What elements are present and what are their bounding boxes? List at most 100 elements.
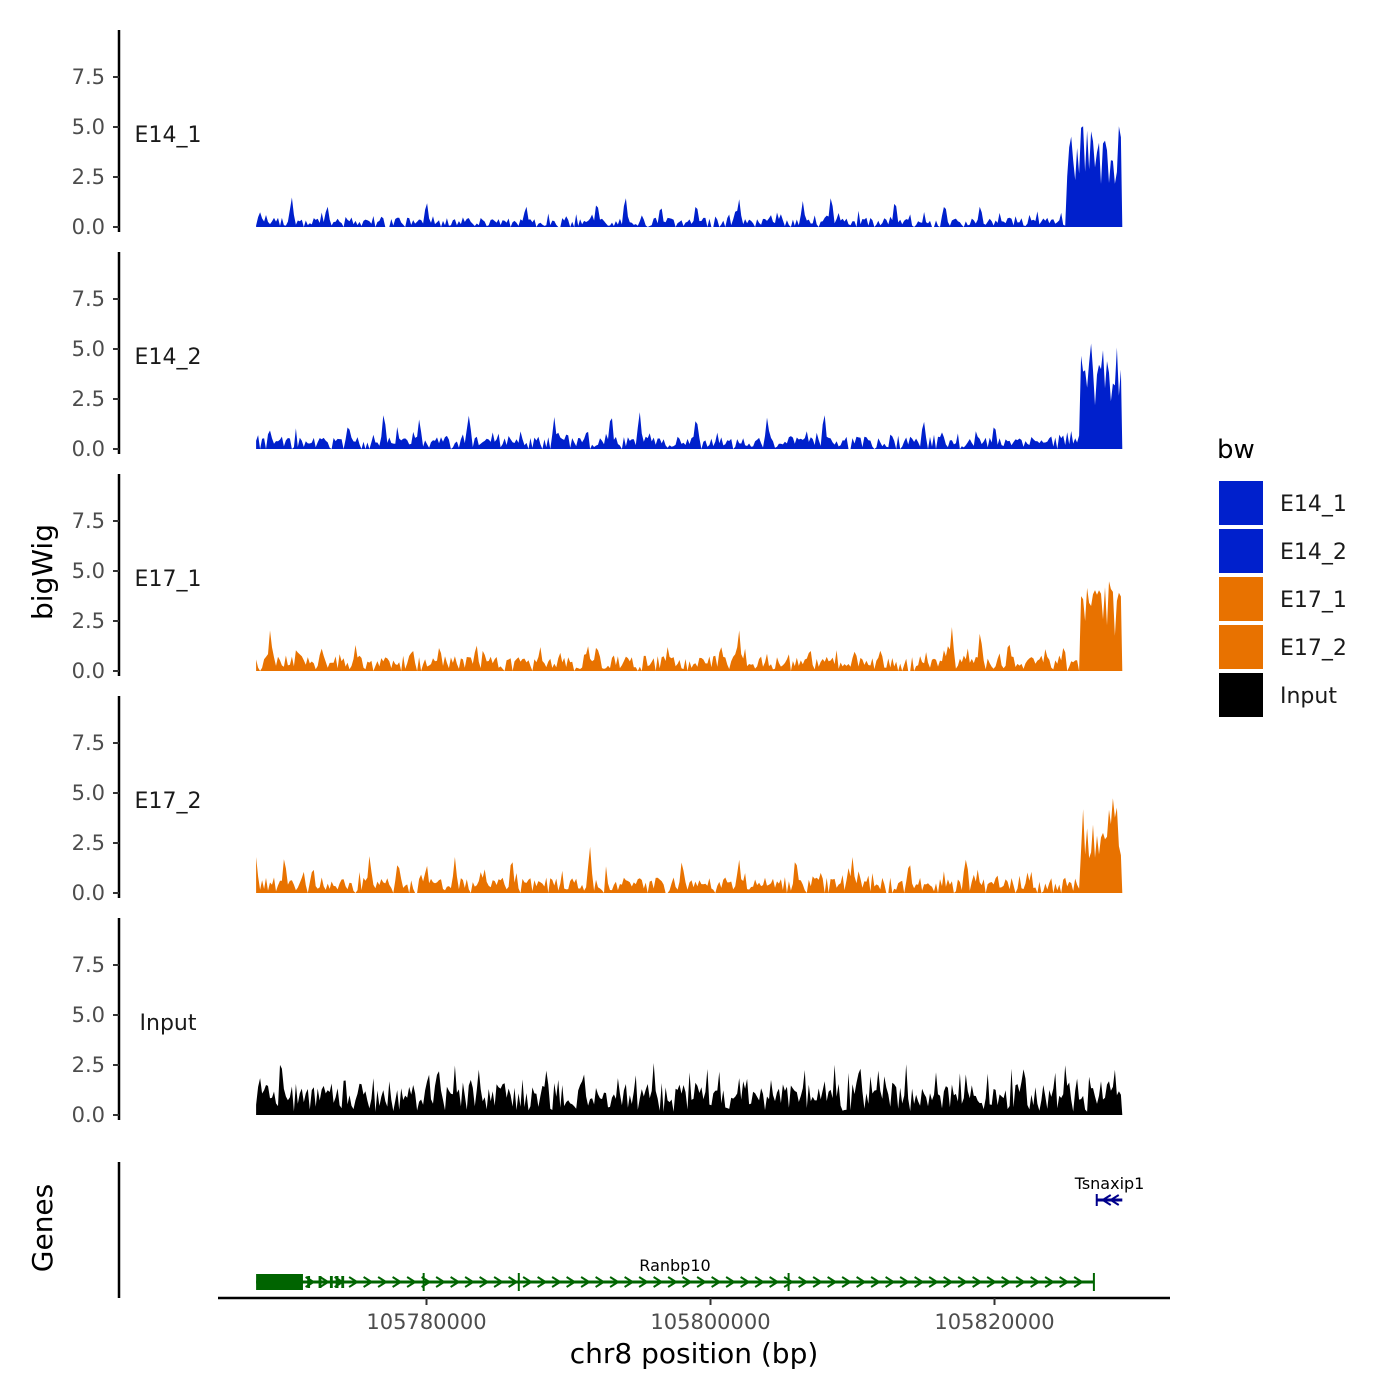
y-axis-title-genes: Genes [26, 1184, 59, 1272]
exon [341, 1276, 345, 1288]
x-axis: 105780000 105800000 105820000 [218, 1296, 1170, 1334]
legend-label-Input: Input [1280, 684, 1337, 709]
strand-arrow [1073, 1276, 1084, 1288]
strand-arrow [493, 1276, 504, 1288]
strand-arrow [319, 1276, 330, 1288]
strand-arrow [841, 1276, 852, 1288]
y-axis-title-bigwig: bigWig [26, 524, 59, 620]
strand-arrow [1015, 1276, 1026, 1288]
track-Input: 0.0 2.5 5.0 7.5 Input [72, 918, 1123, 1127]
signal-area-E14_2 [256, 343, 1123, 449]
strand-arrow [1059, 1276, 1070, 1288]
gene-annotation-panel: Ranbp10 Tsnaxip1 [117, 1162, 1145, 1298]
strand-arrow [740, 1276, 751, 1288]
strand-arrow [914, 1276, 925, 1288]
y-tick-label: 7.5 [72, 731, 105, 755]
exon [335, 1276, 339, 1288]
track-E17_1: 0.0 2.5 5.0 7.5 E17_1 [72, 474, 1123, 683]
gene-Ranbp10: Ranbp10 [256, 1256, 1095, 1291]
strand-arrow [696, 1276, 707, 1288]
y-tick-label: 0.0 [72, 659, 105, 683]
strand-arrow [725, 1276, 736, 1288]
legend-swatch-E14_1 [1217, 479, 1265, 527]
strand-arrow [682, 1276, 693, 1288]
gene-label: Tsnaxip1 [1074, 1174, 1145, 1193]
strand-arrow [667, 1276, 678, 1288]
strand-arrow [580, 1276, 591, 1288]
strand-arrow [464, 1276, 475, 1288]
y-tick-label: 5.0 [72, 115, 105, 139]
track-label: Input [140, 1011, 197, 1036]
y-tick-label: 2.5 [72, 165, 105, 189]
strand-arrow [928, 1276, 939, 1288]
strand-arrow [711, 1276, 722, 1288]
strand-arrow [783, 1276, 794, 1288]
track-label: E14_2 [135, 345, 202, 370]
track-E14_2: 0.0 2.5 5.0 7.5 E14_2 [72, 252, 1123, 461]
strand-arrow [798, 1276, 809, 1288]
strand-arrow [638, 1276, 649, 1288]
strand-arrow [522, 1276, 533, 1288]
exon [307, 1276, 311, 1288]
y-tick-label: 7.5 [72, 287, 105, 311]
track-label: E17_1 [135, 567, 202, 592]
exon [329, 1276, 333, 1288]
legend-label-E17_2: E17_2 [1280, 636, 1347, 661]
strand-arrow [624, 1276, 635, 1288]
strand-arrow [609, 1276, 620, 1288]
strand-arrow [479, 1276, 490, 1288]
strand-arrow [551, 1276, 562, 1288]
strand-arrow [508, 1276, 519, 1288]
strand-arrow [406, 1276, 417, 1288]
strand-arrow [856, 1276, 867, 1288]
y-tick-label: 0.0 [72, 1103, 105, 1127]
strand-arrow [986, 1276, 997, 1288]
y-tick-label: 5.0 [72, 781, 105, 805]
signal-area-E17_1 [256, 581, 1123, 671]
strand-arrow [870, 1276, 881, 1288]
strand-arrow [769, 1276, 780, 1288]
legend: bw E14_1 E14_2 E17_1 E17_2 Input [1217, 435, 1347, 719]
gene-label: Ranbp10 [639, 1256, 710, 1275]
strand-arrow [566, 1276, 577, 1288]
y-tick-label: 7.5 [72, 65, 105, 89]
y-tick-label: 7.5 [72, 953, 105, 977]
x-axis-title: chr8 position (bp) [570, 1337, 819, 1370]
strand-arrow [1108, 1194, 1120, 1206]
legend-title: bw [1217, 435, 1255, 465]
legend-swatch-Input [1217, 671, 1265, 719]
exon [256, 1274, 303, 1290]
strand-arrow [812, 1276, 823, 1288]
track-E17_2: 0.0 2.5 5.0 7.5 E17_2 [72, 696, 1123, 905]
signal-tracks: 0.0 2.5 5.0 7.5 E14_1 0.0 2.5 5.0 7.5 E14_2 0.0 2.5… [72, 30, 1123, 1127]
legend-swatch-E14_2 [1217, 527, 1265, 575]
legend-label-E14_1: E14_1 [1280, 492, 1347, 517]
x-tick-label: 105820000 [934, 1310, 1054, 1334]
y-tick-label: 5.0 [72, 337, 105, 361]
strand-arrow [754, 1276, 765, 1288]
exon [318, 1276, 322, 1288]
strand-arrow [1001, 1276, 1012, 1288]
track-label: E14_1 [135, 123, 202, 148]
strand-arrow [1044, 1276, 1055, 1288]
y-tick-label: 0.0 [72, 881, 105, 905]
strand-arrow [595, 1276, 606, 1288]
strand-arrow [972, 1276, 983, 1288]
legend-swatch-E17_2 [1217, 623, 1265, 671]
strand-arrow [1030, 1276, 1041, 1288]
y-tick-label: 5.0 [72, 559, 105, 583]
y-tick-label: 2.5 [72, 387, 105, 411]
y-tick-label: 2.5 [72, 609, 105, 633]
signal-area-E17_2 [256, 798, 1123, 893]
strand-arrow [943, 1276, 954, 1288]
strand-arrow [377, 1276, 388, 1288]
legend-label-E17_1: E17_1 [1280, 588, 1347, 613]
strand-arrow [348, 1276, 359, 1288]
strand-arrow [1100, 1194, 1112, 1206]
signal-area-E14_1 [256, 126, 1123, 227]
strand-arrow [899, 1276, 910, 1288]
strand-arrow [885, 1276, 896, 1288]
y-tick-label: 0.0 [72, 215, 105, 239]
y-tick-label: 7.5 [72, 509, 105, 533]
